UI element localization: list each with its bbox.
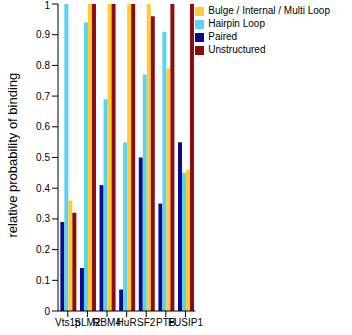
svg-text:0: 0 <box>44 306 50 317</box>
svg-text:PTB: PTB <box>156 317 176 329</box>
html-text:Paired: Paired <box>208 31 238 42</box>
svg-text:HuR: HuR <box>117 317 137 328</box>
svg-text:0.7: 0.7 <box>36 91 50 102</box>
svg-text:0.1: 0.1 <box>36 275 50 286</box>
svg-text:SF2: SF2 <box>137 317 156 328</box>
html-text:Bulge / Internal / Multi Loop: Bulge / Internal / Multi Loop <box>208 5 330 16</box>
svg-text:0.4: 0.4 <box>36 183 50 194</box>
svg-text:Vts1p: Vts1p <box>55 317 81 329</box>
svg-text:0.5: 0.5 <box>36 152 50 163</box>
html-text:Hairpin Loop: Hairpin Loop <box>208 18 265 29</box>
svg-text:0.3: 0.3 <box>36 213 50 224</box>
svg-text:0.2: 0.2 <box>36 244 50 255</box>
svg-text:SLM2: SLM2 <box>74 317 101 329</box>
svg-text:relative probability of bindin: relative probability of binding <box>8 73 20 238</box>
svg-text:FUSIP1: FUSIP1 <box>168 317 203 328</box>
svg-text:0.6: 0.6 <box>36 121 50 132</box>
svg-text:0.9: 0.9 <box>36 29 50 40</box>
svg-text:1: 1 <box>44 0 50 11</box>
svg-text:RBM4: RBM4 <box>93 317 121 329</box>
html-text:Unstructured: Unstructured <box>208 44 266 55</box>
svg-text:0.8: 0.8 <box>36 60 50 71</box>
